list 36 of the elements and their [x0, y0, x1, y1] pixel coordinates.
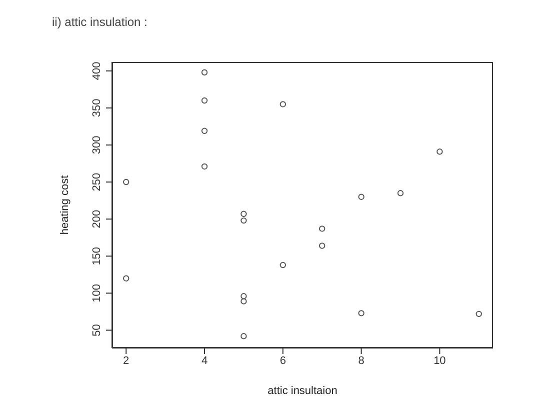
- point: [201, 97, 208, 104]
- point: [240, 217, 247, 224]
- y-tick-label: 400: [91, 62, 103, 80]
- point: [123, 178, 130, 186]
- x-tick-label: 6: [280, 354, 286, 367]
- point: [358, 194, 364, 200]
- y-axis-title: heating cost: [58, 175, 71, 235]
- point: [319, 242, 326, 249]
- x-axis-title: attic insultaion: [268, 385, 338, 397]
- point: [397, 190, 404, 196]
- point: [240, 298, 247, 304]
- point: [476, 310, 482, 318]
- x-tick-label: 4: [201, 354, 208, 367]
- y-tick-label: 300: [91, 136, 103, 154]
- point: [358, 310, 364, 316]
- x-tick-label: 2: [123, 354, 130, 367]
- x-tick-label: 10: [434, 354, 446, 367]
- point: [240, 333, 247, 340]
- point: [201, 163, 208, 170]
- point: [436, 148, 443, 155]
- y-tick-label: 250: [91, 172, 103, 192]
- point: [280, 262, 286, 268]
- point: [201, 69, 208, 76]
- y-tick-label: 200: [91, 210, 103, 228]
- x-tick-label: 8: [358, 354, 364, 367]
- y-tick-label: 100: [91, 284, 103, 302]
- chart-title: ii) attic insulation :: [52, 15, 148, 29]
- point: [240, 293, 247, 300]
- y-tick-label: 350: [91, 98, 103, 118]
- y-tick-label: 50: [91, 324, 103, 336]
- y-tick-label: 150: [91, 246, 103, 266]
- point: [201, 128, 208, 134]
- point: [123, 275, 130, 282]
- point: [240, 210, 247, 217]
- point: [319, 226, 326, 232]
- point: [280, 101, 286, 108]
